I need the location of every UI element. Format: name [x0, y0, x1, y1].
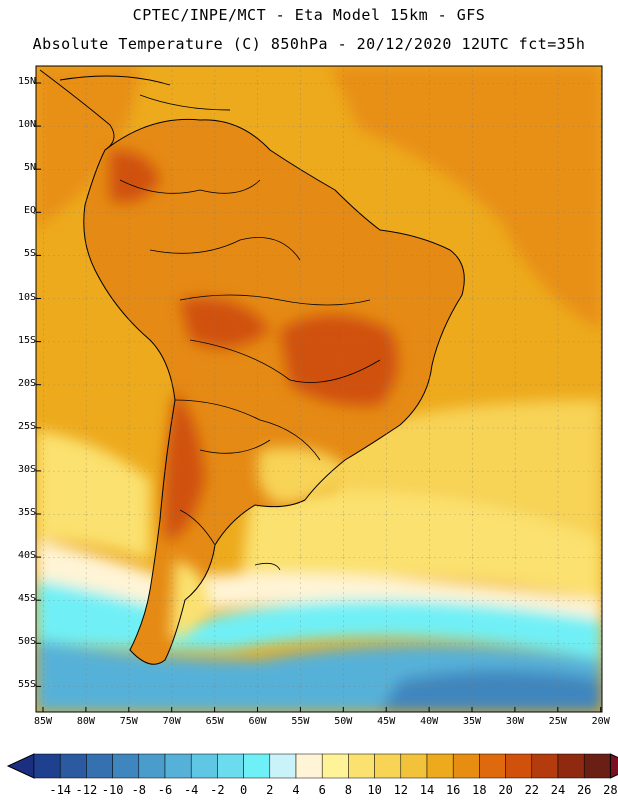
colorbar-tick-label: 14 — [419, 783, 435, 797]
colorbar-tick-label: 2 — [266, 783, 274, 797]
lon-label: 25W — [548, 716, 567, 727]
colorbar-tick-label: 10 — [367, 783, 382, 797]
map-frame — [35, 65, 603, 713]
colorbar-swatch — [583, 753, 611, 779]
colorbar-tick-label: 18 — [472, 783, 487, 797]
lat-label: 45S — [17, 593, 36, 605]
temperature-field — [36, 66, 602, 712]
lat-label: 50S — [17, 636, 36, 648]
lat-label: 5S — [23, 248, 36, 260]
lon-label: 75W — [119, 716, 138, 727]
axis-ticks — [36, 82, 602, 712]
colorbar-tick-label: -12 — [75, 783, 98, 797]
lat-label: 40S — [17, 550, 36, 562]
lat-label: 55S — [17, 679, 36, 691]
colorbar-tick-label: 8 — [344, 783, 353, 797]
title-line-1: CPTEC/INPE/MCT - Eta Model 15km - GFS — [132, 6, 486, 24]
colorbar-swatch — [112, 753, 140, 779]
lat-label: 5N — [23, 162, 36, 174]
colorbar-tick-label: 16 — [445, 783, 461, 797]
colorbar-tick-label: 28 — [603, 783, 618, 797]
colorbar-tick-label: -10 — [101, 783, 124, 797]
colorbar-swatch — [295, 753, 323, 779]
colorbar — [6, 753, 618, 779]
colorbar-swatch — [505, 753, 533, 779]
colorbar-swatch — [33, 753, 61, 779]
lon-label: 55W — [291, 716, 310, 727]
colorbar-tick-label: -8 — [131, 783, 147, 797]
lat-label: EQ — [23, 205, 36, 217]
lon-label: 85W — [33, 716, 53, 727]
colorbar-tick-label: 4 — [292, 783, 300, 797]
colorbar-swatch — [321, 753, 349, 779]
lat-label: 25S — [17, 420, 36, 432]
lat-label: 35S — [17, 507, 36, 518]
colorbar-tick-label: -14 — [49, 783, 72, 797]
lon-label: 50W — [334, 716, 353, 727]
colorbar-swatch — [479, 753, 506, 779]
lon-label: 80W — [76, 716, 95, 727]
lon-label: 45W — [377, 716, 396, 727]
colorbar-swatch — [164, 753, 192, 779]
colorbar-tick-label: -6 — [157, 783, 173, 797]
colorbar-swatch — [243, 753, 271, 779]
colorbar-tick-label: 20 — [498, 783, 513, 797]
lon-label: 35W — [462, 716, 482, 727]
lon-label: 40W — [420, 716, 439, 727]
colorbar-swatch — [86, 753, 113, 779]
colorbar-tick-label: -4 — [183, 783, 199, 797]
lon-label: 30W — [505, 716, 524, 727]
colorbar-tick-label: 26 — [576, 783, 592, 797]
colorbar-tick-label: 0 — [239, 783, 248, 797]
lon-label: 65W — [205, 716, 224, 727]
colorbar-swatch — [217, 753, 244, 779]
lat-label: 30S — [17, 463, 36, 475]
lat-label: 20S — [17, 377, 36, 389]
colorbar-swatch — [269, 753, 297, 779]
colorbar-swatch — [400, 753, 428, 779]
colorbar-swatch — [374, 753, 402, 779]
colorbar-tick-label: 22 — [524, 783, 540, 797]
lat-label: 10S — [17, 291, 36, 303]
colorbar-swatch — [348, 753, 375, 779]
colorbar-swatch — [138, 753, 166, 779]
colorbar-high-arrow — [609, 753, 618, 779]
colorbar-swatch — [452, 753, 480, 779]
lat-lon-grid — [36, 66, 602, 712]
colorbar-swatch — [190, 753, 218, 779]
colorbar-swatch — [59, 753, 87, 779]
title-line-2: Absolute Temperature (C) 850hPa - 20/12/… — [32, 35, 586, 53]
lat-label: 10N — [17, 119, 36, 131]
colorbar-swatch — [531, 753, 559, 779]
colorbar-tick-label: 24 — [550, 783, 566, 797]
colorbar-tick-label: 6 — [318, 783, 326, 797]
colorbar-tick-label: 12 — [393, 783, 409, 797]
lon-label: 70W — [162, 716, 181, 727]
colorbar-swatch — [426, 753, 454, 779]
colorbar-low-arrow — [6, 753, 35, 779]
lon-label: 20W — [591, 716, 610, 727]
colorbar-swatch — [557, 753, 585, 779]
colorbar-tick-label: -2 — [210, 783, 225, 797]
lon-label: 60W — [248, 716, 267, 727]
lat-label: 15N — [17, 76, 36, 87]
lat-label: 15S — [17, 334, 36, 346]
